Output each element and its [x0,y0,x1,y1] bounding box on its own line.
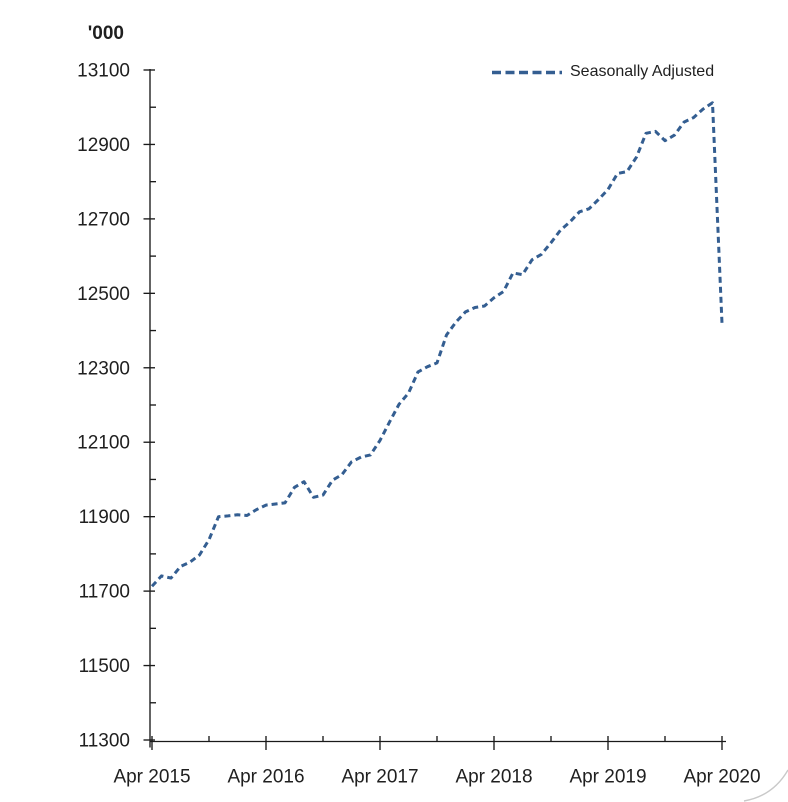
y-axis-unit-label: '000 [87,23,124,44]
y-tick-label: 11300 [79,731,130,752]
x-tick-label: Apr 2020 [683,767,760,788]
x-tick-label: Apr 2016 [227,767,304,788]
y-tick-label: 12100 [77,433,130,454]
legend: Seasonally Adjusted [491,62,714,82]
x-tick-label: Apr 2017 [341,767,418,788]
y-tick-label: 12900 [77,135,130,156]
legend-label: Seasonally Adjusted [570,63,715,80]
y-tick-label: 12700 [77,209,130,230]
x-tick-label: Apr 2019 [569,767,646,788]
y-tick-label: 13100 [77,61,130,82]
y-tick-label: 12300 [77,358,130,379]
y-tick-label: 11500 [79,656,130,677]
y-tick-label: 11900 [79,507,130,528]
page-corner-artifact [743,769,788,802]
x-tick-label: Apr 2015 [113,767,190,788]
seasonally-adjusted-series-line [150,101,724,588]
x-tick-label: Apr 2018 [455,767,532,788]
y-tick-label: 12500 [77,284,130,305]
y-tick-label: 11700 [79,582,130,603]
legend-dash-sample [492,70,562,74]
